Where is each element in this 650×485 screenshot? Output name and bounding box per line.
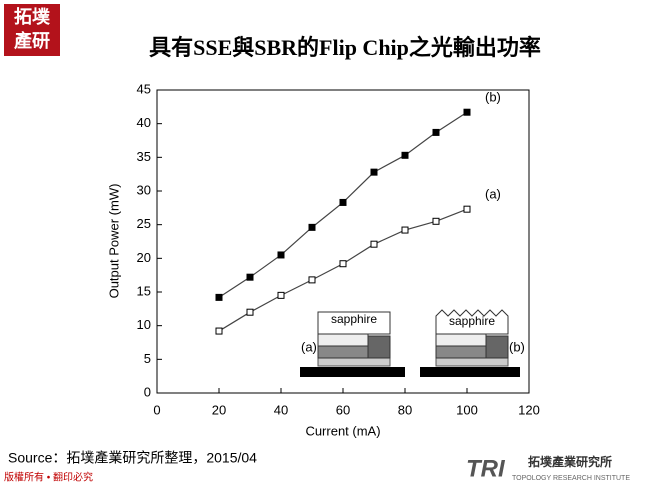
brand-name: 拓墣產業研究所 <box>528 454 612 469</box>
layer <box>317 345 369 359</box>
inset-diagram: sapphire (a) sapphire (b) <box>300 309 525 377</box>
y-tick-label: 25 <box>137 216 151 231</box>
y-tick-label: 40 <box>137 115 151 130</box>
x-tick-label: 40 <box>274 402 288 417</box>
layer <box>317 333 369 347</box>
point <box>432 128 440 136</box>
point <box>277 251 285 259</box>
copyright: 版權所有 • 翻印必究 <box>4 471 93 484</box>
sapphire <box>435 309 509 335</box>
point <box>401 226 409 234</box>
substrate <box>300 367 405 377</box>
y-tick-label: 5 <box>144 351 151 366</box>
x-tick-label: 0 <box>153 402 160 417</box>
y-tick-label: 35 <box>137 149 151 164</box>
x-tick-label: 100 <box>456 402 478 417</box>
brand-en: TOPOLOGY RESEARCH INSTITUTE <box>512 475 630 482</box>
point <box>246 273 254 281</box>
point <box>215 293 223 301</box>
bumps <box>435 357 509 367</box>
source: Source：拓墣產業研究所整理，2015/04 <box>8 450 257 466</box>
bumps <box>317 357 391 367</box>
point <box>215 327 223 335</box>
layer <box>485 335 509 359</box>
brand: TRI <box>466 455 506 482</box>
y-tick-label: 45 <box>137 81 151 96</box>
logo-text: 產研 <box>14 30 50 51</box>
x-tick-label: 20 <box>212 402 226 417</box>
point <box>463 205 471 213</box>
point <box>401 151 409 159</box>
title: 具有SSE與SBR的Flip Chip之光輸出功率 <box>149 35 541 60</box>
x-axis-label: Current (mA) <box>305 423 380 438</box>
point <box>277 291 285 299</box>
inset-label: (a) <box>301 339 317 354</box>
x-tick-label: 60 <box>336 402 350 417</box>
inset-text: sapphire <box>331 312 377 326</box>
point <box>246 308 254 316</box>
point <box>370 240 378 248</box>
series-label: (a) <box>485 187 501 202</box>
y-tick-label: 10 <box>137 317 151 332</box>
logo-text: 拓墣 <box>14 6 50 27</box>
y-tick-label: 20 <box>137 250 151 265</box>
y-tick-label: 30 <box>137 182 151 197</box>
logo-box <box>4 4 60 56</box>
layer <box>435 345 487 359</box>
x-tick-label: 80 <box>398 402 412 417</box>
point <box>463 108 471 116</box>
substrate <box>420 367 520 377</box>
point <box>339 198 347 206</box>
point <box>370 168 378 176</box>
point <box>432 217 440 225</box>
y-tick-label: 0 <box>144 384 151 399</box>
point <box>308 276 316 284</box>
y-tick-label: 15 <box>137 283 151 298</box>
point <box>339 260 347 268</box>
inset-label: (b) <box>509 339 525 354</box>
x-tick-label: 120 <box>518 402 540 417</box>
series-label: (b) <box>485 90 501 105</box>
layer <box>367 335 391 359</box>
y-axis-label: Output Power (mW) <box>106 184 121 299</box>
layer <box>435 333 487 347</box>
inset-text: sapphire <box>449 314 495 328</box>
point <box>308 223 316 231</box>
